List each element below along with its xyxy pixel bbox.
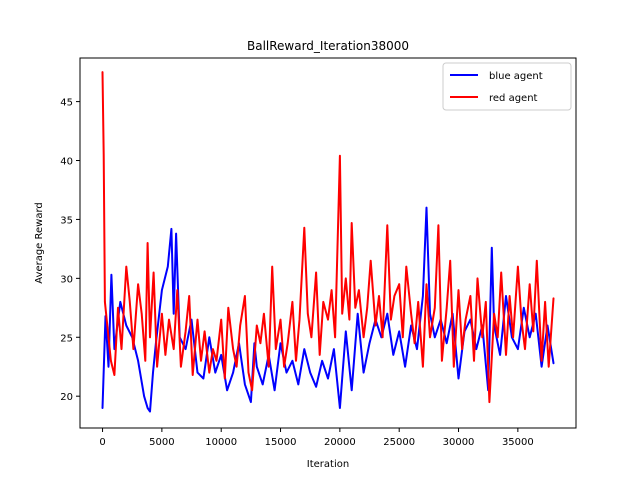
plot-frame <box>80 58 576 428</box>
x-tick-label: 25000 <box>383 437 415 448</box>
x-tick-label: 10000 <box>205 437 237 448</box>
x-axis-ticks: 0 5000 10000 15000 20000 25000 30000 35000 <box>99 428 534 448</box>
y-tick-label: 20 <box>60 392 73 403</box>
y-tick-label: 25 <box>60 333 73 344</box>
x-tick-label: 30000 <box>443 437 475 448</box>
x-tick-label: 15000 <box>265 437 297 448</box>
legend: blue agent red agent <box>442 62 572 111</box>
x-tick-label: 5000 <box>149 437 174 448</box>
plot-area <box>79 57 577 429</box>
y-tick-label: 30 <box>60 274 73 285</box>
y-axis-ticks: 20 25 30 35 40 45 <box>60 98 80 403</box>
x-axis-label: Iteration <box>307 459 349 470</box>
x-tick-label: 35000 <box>502 437 534 448</box>
legend-label-blue-agent: blue agent <box>489 71 543 82</box>
chart-title: BallReward_Iteration38000 <box>247 39 409 53</box>
y-tick-label: 35 <box>60 215 73 226</box>
y-axis-label: Average Reward <box>34 202 45 283</box>
plot-border <box>79 57 577 429</box>
y-tick-label: 45 <box>60 98 73 109</box>
x-tick-label: 20000 <box>324 437 356 448</box>
legend-label-red-agent: red agent <box>489 93 538 104</box>
series-layer <box>101 71 555 413</box>
series-line-red-agent <box>101 71 555 404</box>
x-tick-label: 0 <box>99 437 105 448</box>
y-tick-label: 40 <box>60 157 73 168</box>
